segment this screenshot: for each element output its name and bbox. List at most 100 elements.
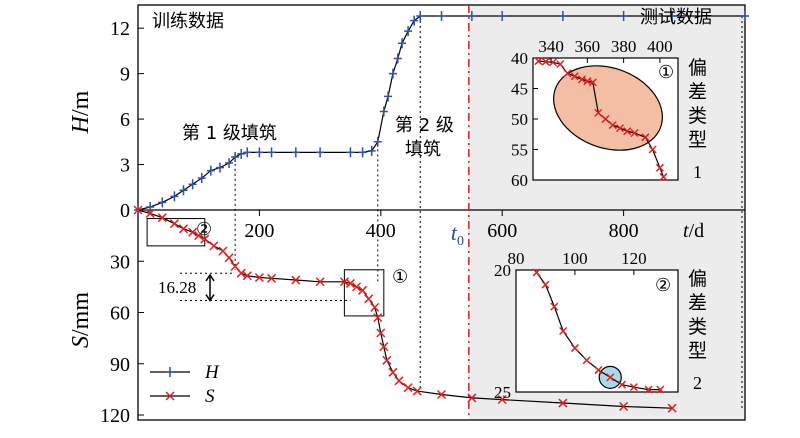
s-axis-label: S/mm	[68, 292, 94, 348]
s-point	[178, 224, 189, 234]
inset1-y-tick-label: 55	[511, 141, 528, 160]
s-point	[667, 403, 677, 413]
s-tick-label: 30	[110, 251, 130, 273]
s-point	[145, 208, 155, 218]
h-point	[146, 201, 155, 212]
h-axis-var: H	[68, 114, 94, 134]
h-point	[388, 68, 397, 79]
h-tick-label: 9	[120, 64, 130, 86]
inset1-side-char: 偏	[688, 57, 707, 79]
inset2-point	[618, 380, 627, 389]
inset1-point	[594, 108, 603, 117]
s-point	[467, 393, 477, 403]
s-point	[370, 302, 380, 312]
h-point	[170, 191, 179, 202]
x-axis-label: t/d	[683, 220, 704, 242]
inset1-point	[577, 75, 586, 84]
s-point	[267, 273, 277, 283]
stage2-label-2: 填筑	[405, 139, 441, 160]
inset1-point	[601, 114, 610, 124]
inset1-point	[648, 145, 657, 154]
inset1-side-num: 1	[693, 162, 702, 182]
inset1-point	[534, 57, 543, 66]
inset2-side-char: 偏	[688, 268, 707, 290]
s-point	[254, 272, 264, 283]
h-point	[237, 148, 246, 159]
h-point	[316, 147, 325, 158]
inset1-side-char: 型	[688, 129, 707, 151]
s-point	[194, 231, 204, 241]
s-point	[436, 389, 447, 400]
box1-rect	[343, 269, 385, 317]
s-point	[291, 275, 301, 285]
inset2-line	[536, 272, 661, 391]
annotation-value: 16.28	[158, 278, 196, 297]
inset2-side-char: 型	[688, 340, 707, 362]
h-point	[255, 147, 264, 158]
inset2-x-tick-label: 100	[562, 249, 588, 268]
inset1-point	[541, 57, 550, 66]
s-tick-label: 120	[100, 405, 130, 427]
inset1-circled: ①	[658, 62, 674, 82]
s-point	[209, 241, 219, 251]
h-point	[346, 147, 355, 158]
inset1-point	[570, 72, 579, 81]
s-point	[157, 213, 167, 223]
h-point	[179, 185, 188, 196]
box2-rect	[146, 218, 206, 247]
s-point	[224, 253, 234, 263]
inset1-point	[563, 69, 572, 78]
arrow-head-down	[205, 294, 215, 302]
inset2-y-tick-label: 20	[494, 261, 511, 280]
inset1-point	[588, 78, 597, 87]
h-point	[379, 106, 388, 117]
h-point	[158, 197, 167, 208]
h-point	[197, 173, 206, 184]
s-axis-unit: /mm	[68, 292, 94, 336]
box1-label: ①	[392, 267, 408, 287]
inset2-point	[550, 302, 559, 311]
x-tick-label: 200	[244, 220, 274, 242]
s-point	[351, 282, 362, 292]
inset1-y-tick-label: 50	[511, 110, 528, 129]
s-point	[200, 234, 210, 244]
s-tick-label: 60	[110, 303, 130, 325]
s-point	[373, 313, 383, 323]
h-axis-label: H/m	[68, 90, 94, 134]
s-point	[403, 383, 413, 393]
inset1-x-tick-label: 380	[611, 37, 637, 56]
s-point	[379, 342, 389, 352]
inset2-side-char: 差	[688, 292, 707, 314]
inset2-side-num: 2	[693, 373, 702, 393]
legend-marker-H	[166, 367, 174, 377]
h-point	[188, 179, 197, 190]
h-point	[231, 151, 240, 162]
h-point	[467, 11, 476, 22]
x-axis-unit: /d	[689, 220, 705, 242]
test-label: 测试数据	[640, 7, 712, 28]
s-point	[345, 278, 355, 288]
inset1-point	[615, 124, 625, 133]
inset1-y-tick-label: 45	[511, 80, 528, 99]
inset2-side-char: 类	[688, 316, 707, 338]
inset1-x-tick-label: 400	[647, 37, 673, 56]
inset1-highlight	[553, 65, 663, 151]
h-series-line	[137, 15, 745, 211]
x-tick-label: 400	[366, 220, 396, 242]
h-point	[558, 11, 567, 22]
inset1-point	[630, 128, 639, 138]
inset1-point	[641, 133, 650, 142]
h-point	[291, 147, 300, 158]
h-point	[206, 165, 215, 176]
h-tick-label: 3	[120, 155, 130, 177]
h-point	[668, 11, 677, 22]
inset2-point	[541, 280, 550, 289]
inset1-point	[655, 163, 664, 172]
h-tick-label: 12	[110, 18, 130, 40]
inset2-point	[570, 344, 579, 353]
inset2-point	[656, 385, 665, 394]
arrow-head-up	[205, 273, 215, 282]
h-point	[410, 15, 419, 26]
inset1-point	[659, 172, 668, 181]
